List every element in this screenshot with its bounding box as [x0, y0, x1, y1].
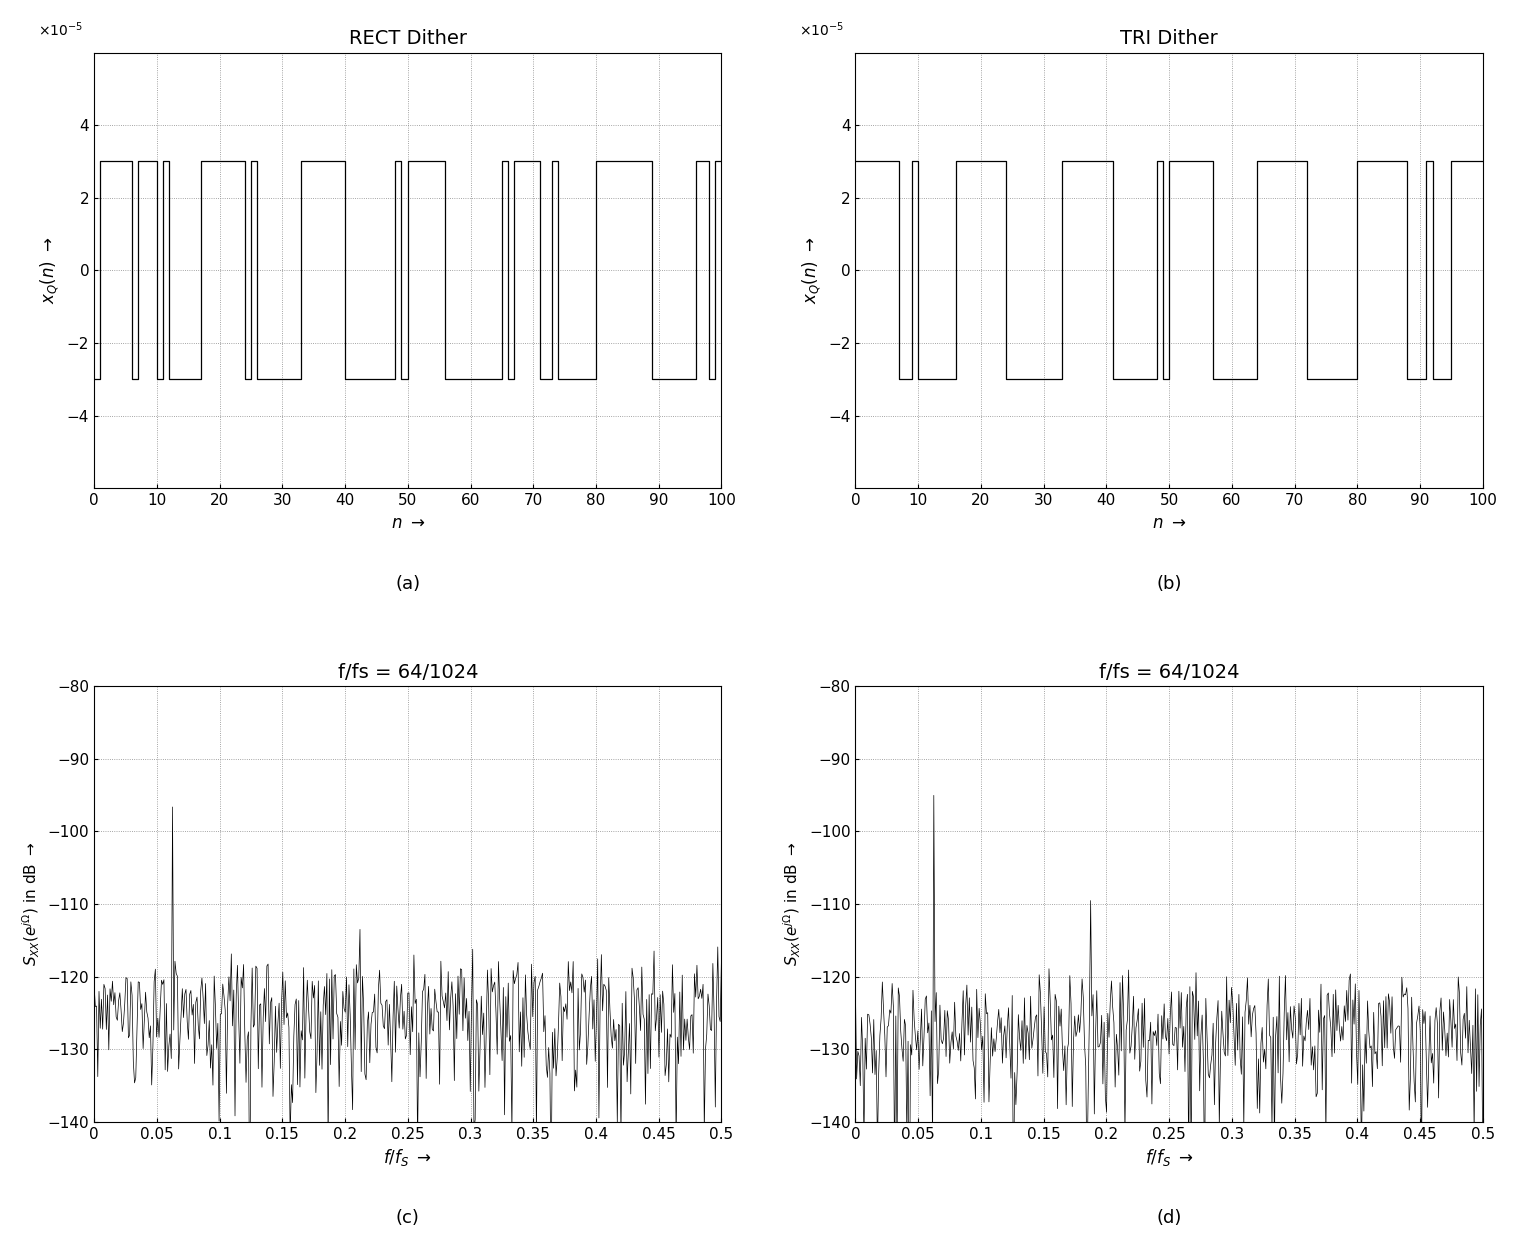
Title: TRI Dither: TRI Dither — [1120, 29, 1217, 49]
Y-axis label: $x_Q(n)\ \rightarrow$: $x_Q(n)\ \rightarrow$ — [800, 237, 823, 305]
Y-axis label: $S_{XX}(e^{j\Omega})\ \mathrm{in\ dB}\ \rightarrow$: $S_{XX}(e^{j\Omega})\ \mathrm{in\ dB}\ \… — [782, 842, 803, 966]
Title: RECT Dither: RECT Dither — [349, 29, 466, 49]
X-axis label: $n\ \rightarrow$: $n\ \rightarrow$ — [1152, 513, 1186, 532]
X-axis label: $f/f_S\ \rightarrow$: $f/f_S\ \rightarrow$ — [383, 1147, 433, 1168]
Text: (c): (c) — [396, 1209, 419, 1227]
X-axis label: $n\ \rightarrow$: $n\ \rightarrow$ — [390, 513, 425, 532]
Text: $\times10^{-5}$: $\times10^{-5}$ — [798, 21, 844, 40]
Y-axis label: $x_Q(n)\ \rightarrow$: $x_Q(n)\ \rightarrow$ — [38, 237, 61, 305]
Text: (a): (a) — [395, 575, 420, 593]
X-axis label: $f/f_S\ \rightarrow$: $f/f_S\ \rightarrow$ — [1145, 1147, 1193, 1168]
Title: f/fs = 64/1024: f/fs = 64/1024 — [1099, 663, 1239, 681]
Text: (b): (b) — [1157, 575, 1183, 593]
Text: $\times10^{-5}$: $\times10^{-5}$ — [38, 21, 82, 40]
Text: (d): (d) — [1157, 1209, 1181, 1227]
Y-axis label: $S_{XX}(e^{j\Omega})\ \mathrm{in\ dB}\ \rightarrow$: $S_{XX}(e^{j\Omega})\ \mathrm{in\ dB}\ \… — [21, 842, 43, 966]
Title: f/fs = 64/1024: f/fs = 64/1024 — [337, 663, 478, 681]
